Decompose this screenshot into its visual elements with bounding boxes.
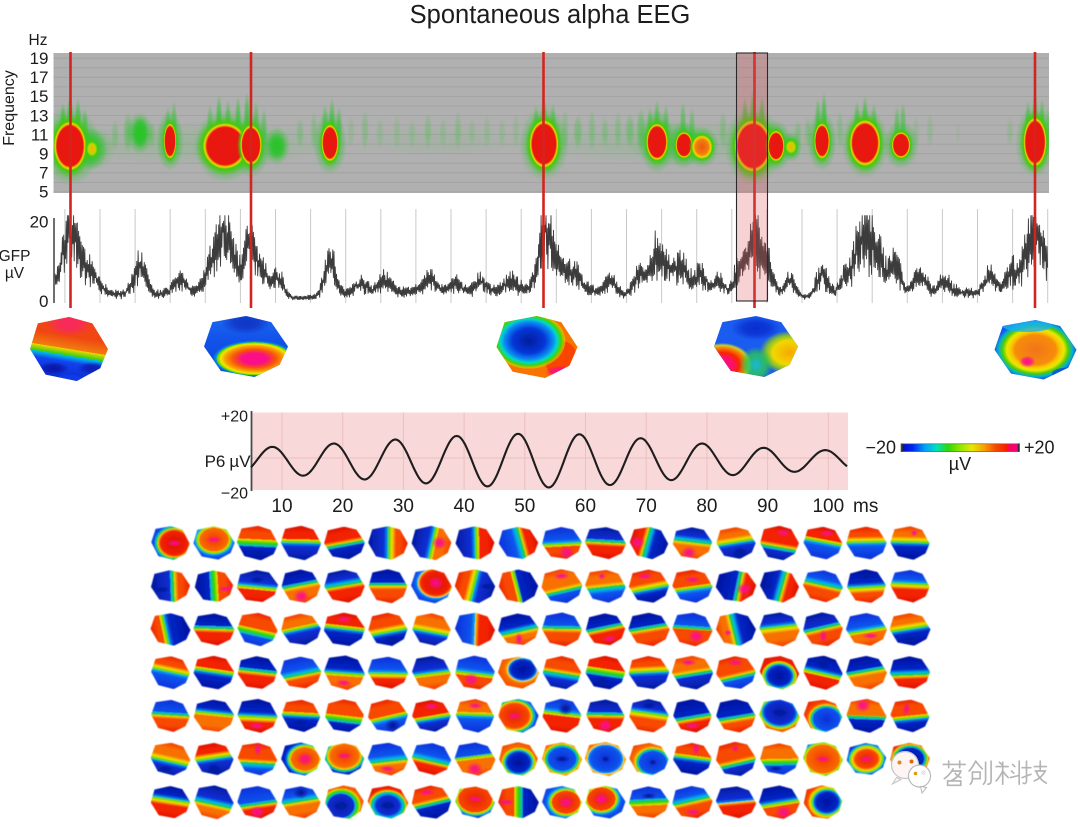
svg-text:5: 5 xyxy=(39,183,48,202)
svg-text:Hz: Hz xyxy=(29,32,48,49)
svg-text:70: 70 xyxy=(636,496,657,517)
svg-text:90: 90 xyxy=(757,496,778,517)
svg-text:10: 10 xyxy=(271,496,292,517)
svg-text:7: 7 xyxy=(39,164,48,183)
svg-text:Spontaneous alpha EEG: Spontaneous alpha EEG xyxy=(410,1,691,29)
svg-text:−20: −20 xyxy=(221,486,248,503)
svg-text:20: 20 xyxy=(30,212,49,231)
svg-text:19: 19 xyxy=(30,49,49,68)
svg-text:9: 9 xyxy=(39,145,48,164)
svg-text:13: 13 xyxy=(30,106,49,125)
svg-text:−20: −20 xyxy=(865,438,896,458)
svg-text:100: 100 xyxy=(812,496,844,517)
svg-text:GFP: GFP xyxy=(0,248,30,265)
svg-text:40: 40 xyxy=(454,496,475,517)
svg-text:50: 50 xyxy=(514,496,535,517)
svg-text:+20: +20 xyxy=(221,409,248,426)
svg-text:17: 17 xyxy=(30,68,49,87)
svg-text:0: 0 xyxy=(39,292,48,311)
svg-text:15: 15 xyxy=(30,87,49,106)
svg-text:P6: P6 xyxy=(205,452,226,471)
svg-text:30: 30 xyxy=(393,496,414,517)
svg-text:60: 60 xyxy=(575,496,596,517)
svg-text:80: 80 xyxy=(696,496,717,517)
svg-text:µV: µV xyxy=(5,265,25,282)
svg-text:Frequency: Frequency xyxy=(1,70,18,146)
svg-text:11: 11 xyxy=(31,125,49,144)
svg-text:µV: µV xyxy=(949,454,971,474)
svg-text:20: 20 xyxy=(332,496,353,517)
svg-text:+20: +20 xyxy=(1024,438,1055,458)
svg-text:µV: µV xyxy=(229,452,251,471)
svg-text:ms: ms xyxy=(853,496,878,517)
